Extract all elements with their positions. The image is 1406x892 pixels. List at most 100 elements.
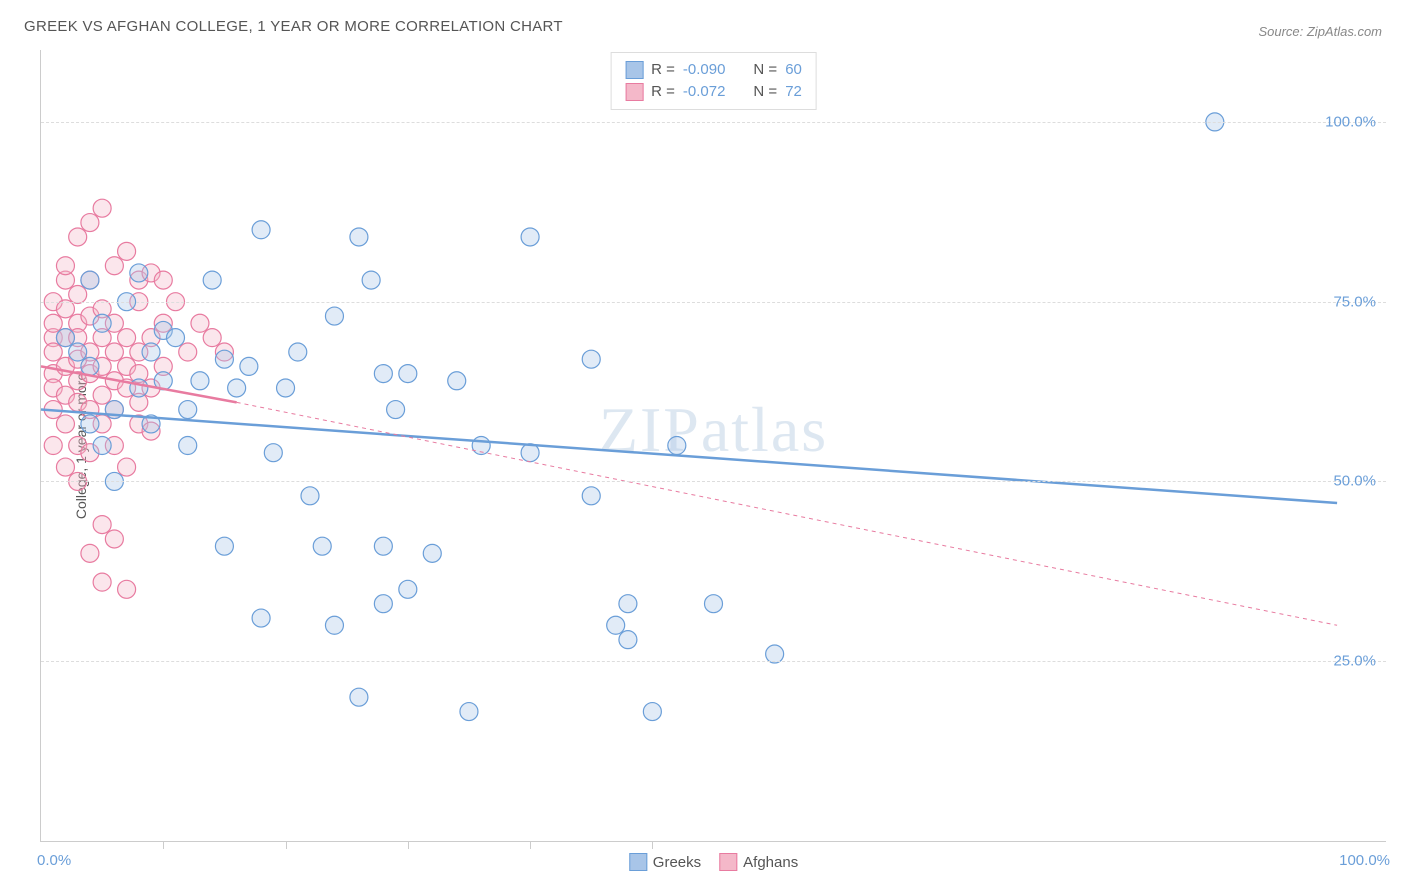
legend-n-label: N =	[753, 59, 777, 81]
legend-row: R =-0.090N =60	[625, 59, 802, 81]
x-axis-max-label: 100.0%	[1339, 852, 1390, 869]
scatter-point	[399, 365, 417, 383]
scatter-point	[203, 329, 221, 347]
scatter-point	[374, 595, 392, 613]
scatter-point	[93, 437, 111, 455]
scatter-point	[668, 437, 686, 455]
gridline	[41, 302, 1386, 303]
legend-n-label: N =	[753, 81, 777, 103]
x-tick	[408, 841, 409, 849]
legend-swatch	[719, 853, 737, 871]
scatter-point	[56, 415, 74, 433]
scatter-point	[93, 516, 111, 534]
legend-n-value: 72	[785, 81, 802, 103]
scatter-point	[179, 401, 197, 419]
x-tick	[652, 841, 653, 849]
scatter-point	[81, 271, 99, 289]
scatter-point	[582, 487, 600, 505]
chart-plot-area: ZIPatlas R =-0.090N =60R =-0.072N =72 0.…	[40, 50, 1386, 842]
chart-title: GREEK VS AFGHAN COLLEGE, 1 YEAR OR MORE …	[24, 18, 563, 35]
x-tick	[530, 841, 531, 849]
gridline	[41, 481, 1386, 482]
legend-series-label: Afghans	[743, 854, 798, 871]
legend-series-item: Afghans	[719, 853, 798, 871]
scatter-point	[289, 343, 307, 361]
scatter-point	[301, 487, 319, 505]
scatter-point	[399, 580, 417, 598]
legend-swatch	[625, 83, 643, 101]
scatter-point	[387, 401, 405, 419]
scatter-point	[215, 350, 233, 368]
scatter-point	[56, 458, 74, 476]
scatter-point	[350, 688, 368, 706]
scatter-point	[313, 537, 331, 555]
scatter-point	[56, 257, 74, 275]
scatter-point	[130, 264, 148, 282]
scatter-point	[118, 329, 136, 347]
y-tick-label: 75.0%	[1333, 293, 1376, 310]
legend-row: R = -0.072 N = 72	[625, 81, 802, 103]
scatter-point	[705, 595, 723, 613]
scatter-point	[240, 357, 258, 375]
scatter-point	[423, 544, 441, 562]
legend-swatch	[629, 853, 647, 871]
scatter-point	[154, 271, 172, 289]
scatter-point	[582, 350, 600, 368]
y-tick-label: 25.0%	[1333, 653, 1376, 670]
scatter-point	[130, 379, 148, 397]
scatter-point	[374, 365, 392, 383]
scatter-point	[93, 199, 111, 217]
scatter-point	[179, 437, 197, 455]
scatter-point	[179, 343, 197, 361]
scatter-point	[44, 343, 62, 361]
scatter-point	[252, 221, 270, 239]
scatter-point	[228, 379, 246, 397]
scatter-point	[93, 573, 111, 591]
scatter-point	[191, 314, 209, 332]
legend-n-value: 60	[785, 59, 802, 81]
scatter-point	[118, 580, 136, 598]
legend-series: Greeks Afghans	[629, 853, 798, 871]
scatter-point	[521, 228, 539, 246]
legend-r-value: -0.072	[683, 81, 726, 103]
x-tick	[286, 841, 287, 849]
scatter-point	[81, 357, 99, 375]
scatter-point	[81, 415, 99, 433]
scatter-point	[619, 631, 637, 649]
scatter-point	[142, 343, 160, 361]
scatter-point	[93, 314, 111, 332]
scatter-point	[81, 214, 99, 232]
scatter-point	[105, 257, 123, 275]
scatter-point	[105, 530, 123, 548]
scatter-point	[374, 537, 392, 555]
scatter-point	[643, 703, 661, 721]
scatter-point	[44, 437, 62, 455]
scatter-point	[215, 537, 233, 555]
y-tick-label: 100.0%	[1325, 113, 1376, 130]
scatter-point	[350, 228, 368, 246]
gridline	[41, 122, 1386, 123]
scatter-point	[69, 343, 87, 361]
legend-series-item: Greeks	[629, 853, 701, 871]
y-tick-label: 50.0%	[1333, 473, 1376, 490]
scatter-point	[69, 228, 87, 246]
legend-r-label: R =	[651, 81, 675, 103]
x-axis-min-label: 0.0%	[37, 852, 71, 869]
scatter-point	[191, 372, 209, 390]
scatter-point	[118, 242, 136, 260]
scatter-point	[277, 379, 295, 397]
scatter-point	[105, 343, 123, 361]
scatter-point	[118, 458, 136, 476]
scatter-point	[264, 444, 282, 462]
scatter-point	[167, 329, 185, 347]
legend-r-value: -0.090	[683, 59, 726, 81]
legend-correlation: R = -0.090 N = 60R = -0.072 N = 72	[610, 52, 817, 110]
trend-line	[41, 410, 1337, 503]
scatter-point	[325, 307, 343, 325]
x-tick	[163, 841, 164, 849]
scatter-point	[460, 703, 478, 721]
scatter-point	[362, 271, 380, 289]
scatter-point	[44, 314, 62, 332]
scatter-point	[607, 616, 625, 634]
scatter-point	[252, 609, 270, 627]
